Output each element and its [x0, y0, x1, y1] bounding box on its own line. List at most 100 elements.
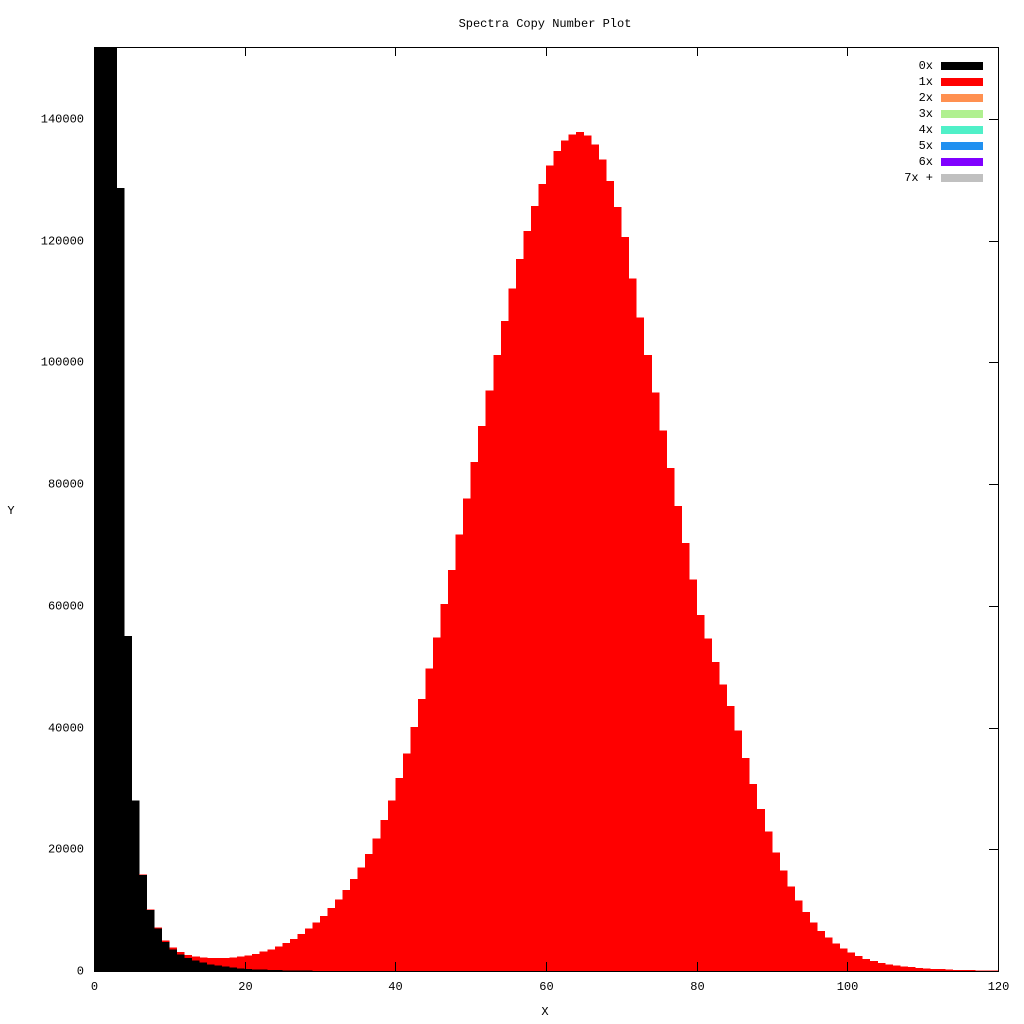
bar-segment — [207, 964, 215, 971]
bar-segment — [146, 910, 155, 971]
bar-segment — [779, 870, 788, 971]
bar-segment — [922, 968, 931, 971]
bar-segment — [207, 958, 215, 965]
bar-segment — [538, 183, 547, 971]
bar-segment — [719, 684, 728, 971]
bar-segment — [425, 668, 434, 971]
bar-segment — [960, 970, 969, 971]
x-tick-label: 0 — [91, 980, 98, 994]
bar-segment — [975, 970, 984, 971]
bar-segment — [282, 943, 291, 971]
y-tick-label: 20000 — [48, 843, 84, 857]
bar-segment — [832, 943, 841, 971]
bar-segment — [847, 952, 856, 971]
bar-segment — [606, 180, 615, 971]
bar-segment — [726, 706, 735, 971]
bar-segment — [787, 886, 795, 971]
bar-segment — [576, 132, 584, 971]
x-tick-label: 120 — [988, 980, 1010, 994]
y-tick-label: 100000 — [41, 356, 84, 370]
bar-segment — [463, 498, 471, 971]
legend-label: 6x — [919, 155, 933, 169]
legend-label: 4x — [919, 123, 933, 137]
bar-segment — [237, 956, 245, 969]
bar-segment — [862, 958, 871, 971]
legend-swatch — [941, 110, 983, 118]
bar-segment — [244, 955, 253, 969]
bar-segment — [530, 205, 539, 971]
bar-segment — [214, 965, 223, 971]
x-tick-label: 40 — [388, 980, 402, 994]
bar-segment — [410, 726, 419, 971]
x-tick-label: 20 — [238, 980, 252, 994]
bar-segment — [651, 392, 660, 971]
bar-segment — [666, 468, 675, 971]
bar-segment — [176, 954, 185, 971]
bar-segment — [749, 784, 758, 971]
y-axis-label: Y — [7, 504, 14, 518]
bar-segment — [583, 135, 592, 971]
bar-segment — [237, 968, 245, 971]
bar-segment — [244, 968, 253, 971]
bar-segment — [161, 940, 170, 942]
legend-swatch — [941, 142, 983, 150]
x-tick-label: 80 — [690, 980, 704, 994]
bar-segment — [169, 949, 178, 971]
bar-segment — [493, 355, 502, 971]
bar-segment — [553, 151, 562, 971]
bar-segment — [598, 159, 607, 971]
legend-swatch — [941, 158, 983, 166]
bar-segment — [350, 879, 358, 971]
bar-segment — [659, 430, 667, 971]
bar-segment — [734, 730, 743, 971]
plot-area — [94, 47, 998, 971]
bar-segment — [591, 144, 600, 971]
bar-segment — [478, 426, 487, 971]
bar-segment — [636, 317, 645, 971]
bar-segment — [885, 964, 893, 971]
bar-segment — [252, 953, 261, 970]
legend-label: 2x — [919, 91, 933, 105]
bar-segment — [365, 854, 374, 971]
bar-segment — [222, 958, 230, 967]
bar-segment — [674, 505, 682, 971]
bar-segment — [500, 320, 509, 971]
bar-segment — [380, 820, 389, 971]
x-tick-label: 60 — [539, 980, 553, 994]
legend-swatch — [941, 78, 983, 86]
bar-segment — [485, 390, 494, 971]
bar-segment — [199, 962, 208, 971]
bar-segment — [169, 947, 178, 950]
bar-segment — [229, 957, 238, 968]
bar-segment — [327, 908, 336, 971]
bar-segment — [448, 569, 456, 971]
legend-swatch — [941, 174, 983, 182]
bar-segment — [440, 603, 449, 971]
bar-segment — [817, 930, 826, 971]
bar-segment — [176, 951, 185, 955]
bar-segment — [470, 462, 479, 971]
bar-segment — [741, 757, 750, 971]
bar-segment — [508, 288, 517, 971]
bar-segment — [259, 969, 268, 971]
bar-segment — [297, 934, 306, 971]
bar-segment — [199, 957, 208, 963]
bar-segment — [252, 969, 261, 971]
bar-segment — [259, 951, 268, 970]
bar-segment — [267, 969, 276, 971]
bar-segment — [372, 838, 381, 971]
bar-segment — [568, 134, 577, 971]
bar-segment — [546, 165, 554, 971]
bar-segment — [877, 962, 886, 971]
bar-segment — [561, 140, 569, 971]
legend-label: 5x — [919, 139, 933, 153]
legend-label: 3x — [919, 107, 933, 121]
bar-segment — [794, 900, 803, 971]
bar-segment — [116, 188, 125, 971]
legend-label: 7x + — [904, 171, 933, 185]
bar-segment — [222, 966, 230, 971]
bar-segment — [704, 638, 713, 971]
bar-segment — [455, 534, 464, 971]
y-tick-label: 80000 — [48, 478, 84, 492]
bar-segment — [161, 941, 170, 971]
